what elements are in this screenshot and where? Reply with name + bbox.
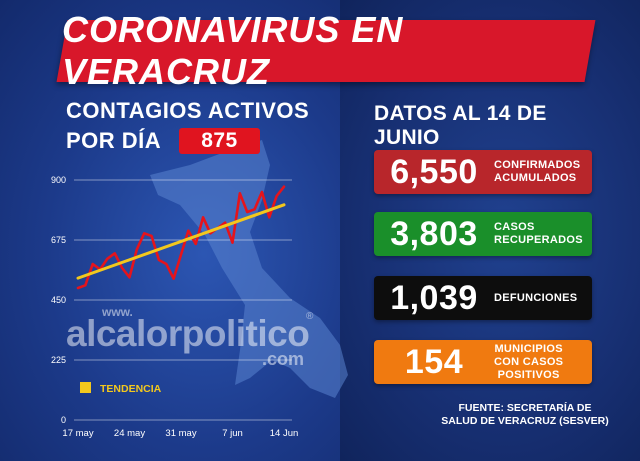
data-point [253,208,256,211]
data-point [261,191,263,193]
stat-municipalities-label-line3: POSITIVOS [497,368,560,381]
chart-header-line1: CONTAGIOS ACTIVOS [66,98,310,123]
data-point [113,252,116,255]
data-point [187,229,190,232]
legend-label-tendencia: TENDENCIA [100,383,162,395]
stat-municipalities: 154 MUNICIPIOS CON CASOS POSITIVOS [374,340,592,384]
stat-confirmed-value: 6,550 [390,152,478,191]
stat-confirmed-label-line2: ACUMULADOS [494,172,577,184]
data-point [91,263,94,265]
data-point [268,216,271,219]
data-point [283,185,285,188]
date-header: DATOS AL 14 DE JUNIO [374,102,547,149]
x-tick-label: 17 may [62,428,93,439]
stat-confirmed-label: CONFIRMADOS ACUMULADOS [494,159,580,185]
data-point [246,211,249,213]
x-tick-label: 7 jun [222,428,243,439]
source-note: FUENTE: SECRETARÍA DE SALUD DE VERACRUZ … [440,402,610,428]
data-point [77,287,79,289]
watermark-com: .com [262,349,305,369]
stat-deaths-label: DEFUNCIONES [494,292,577,305]
stat-deaths-label-line1: DEFUNCIONES [494,291,578,304]
active-cases-series-line [76,185,286,290]
stat-confirmed-label-line1: CONFIRMADOS [494,159,581,171]
source-line2: SALUD DE VERACRUZ (SESVER) [441,415,609,427]
stat-deaths-value: 1,039 [390,278,478,317]
data-point [231,241,234,244]
x-tick-label: 24 may [114,428,145,439]
chart-header: CONTAGIOS ACTIVOS POR DÍA 875 [66,96,309,156]
watermark-logo-text: alcalorpolitico [66,313,310,354]
x-tick-label: 31 may [165,428,196,439]
data-point [128,276,131,279]
chart-header-line2: POR DÍA [66,128,162,153]
watermark-registered: ® [306,311,314,322]
data-point [194,243,197,245]
y-tick-label: 225 [51,355,66,365]
data-point [165,263,168,265]
data-point [150,235,153,237]
stat-recovered-value: 3,803 [390,214,478,253]
stat-municipalities-label-line2: CON CASOS [494,355,564,368]
data-point [143,232,146,235]
data-point [202,216,204,219]
data-point [172,277,175,280]
stat-recovered-label: CASOS RECUPERADOS [494,221,583,247]
x-tick-label: 14 Jun [270,428,299,439]
data-point [84,284,87,287]
data-point [209,232,212,235]
stat-municipalities-label-line1: MUNICIPIOS [494,342,563,355]
watermark-www: www. [102,305,133,319]
data-point [224,221,227,224]
chart-header-line2-row: POR DÍA 875 [66,126,309,156]
stat-confirmed: 6,550 CONFIRMADOS ACUMULADOS [374,150,592,194]
data-point [180,253,182,256]
data-point [238,192,241,195]
y-tick-label: 675 [51,235,66,245]
stat-recovered-label-line2: RECUPERADOS [494,234,583,246]
data-point [121,267,124,269]
data-point [106,257,109,260]
stat-deaths: 1,039 DEFUNCIONES [374,276,592,320]
data-point [275,195,278,197]
y-tick-label: 900 [51,175,66,185]
today-value-badge: 875 [179,128,260,154]
legend-swatch-tendencia [80,382,91,393]
stat-recovered-label-line1: CASOS [494,221,535,233]
stat-municipalities-label: MUNICIPIOS CON CASOS POSITIVOS [494,343,563,382]
stat-recovered: 3,803 CASOS RECUPERADOS [374,212,592,256]
trend-line [76,203,286,280]
y-tick-label: 450 [51,295,66,305]
data-point [158,259,160,261]
stat-municipalities-value: 154 [404,342,464,381]
data-point [135,248,138,251]
source-line1: FUENTE: SECRETARÍA DE [458,402,592,414]
y-tick-label: 0 [61,415,66,425]
